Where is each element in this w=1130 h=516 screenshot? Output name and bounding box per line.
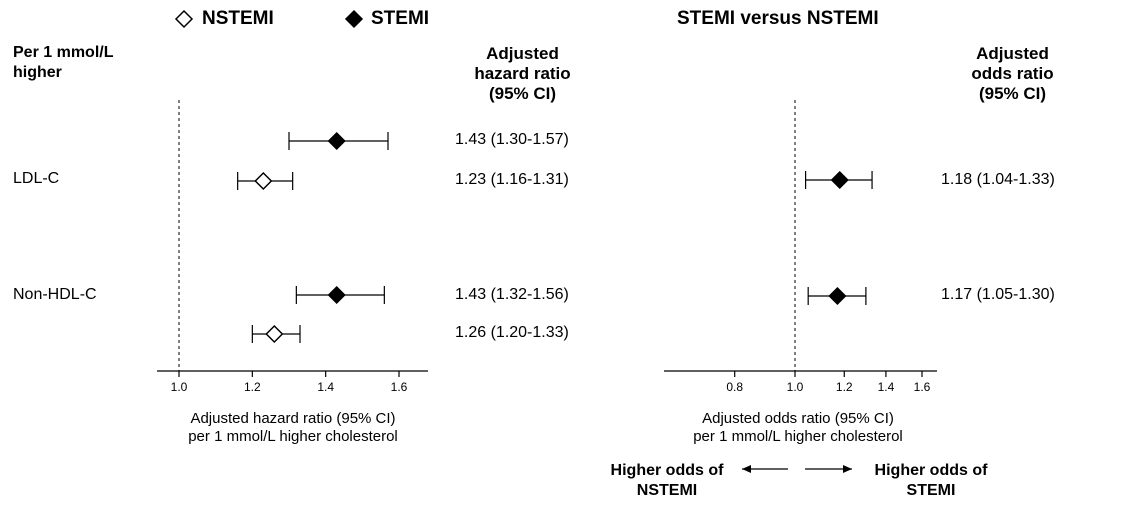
- left-point-marker: [265, 324, 284, 344]
- right-xtick-label: 1.4: [878, 380, 895, 394]
- legend-nstemi-label: NSTEMI: [202, 8, 274, 29]
- arrow-left-head: [742, 465, 751, 473]
- row-header: Per 1 mmol/L higher: [13, 44, 114, 81]
- right-col-header: Adjusted odds ratio (95% CI): [971, 44, 1054, 103]
- value-label-ldl-stemi: 1.43 (1.30-1.57): [455, 131, 569, 148]
- legend-stemi-marker: [344, 9, 364, 29]
- right-xtick-label: 1.2: [836, 380, 853, 394]
- right-xtick-label: 0.8: [726, 380, 743, 394]
- left-col-header: Adjusted hazard ratio (95% CI): [474, 44, 571, 103]
- right-point-marker: [830, 170, 849, 190]
- left-xtick-label: 1.6: [391, 380, 408, 394]
- direction-label-stemi: Higher odds of STEMI: [874, 462, 988, 499]
- right-xtick-label: 1.6: [914, 380, 931, 394]
- left-point-marker: [254, 171, 273, 191]
- value-label-nonhdl-nstemi: 1.26 (1.20-1.33): [455, 324, 569, 341]
- left-point-marker: [327, 131, 346, 151]
- direction-label-nstemi: Higher odds of NSTEMI: [610, 462, 724, 499]
- right-xaxis-title-line1: Adjusted odds ratio (95% CI): [702, 410, 894, 427]
- right-xaxis-title: Adjusted odds ratio (95% CI) per 1 mmol/…: [648, 410, 948, 446]
- right-xaxis-title-line2: per 1 mmol/L higher cholesterol: [693, 428, 903, 445]
- legend-stemi-label: STEMI: [371, 8, 430, 29]
- left-xaxis-title: Adjusted hazard ratio (95% CI) per 1 mmo…: [143, 410, 443, 446]
- left-xtick-label: 1.4: [317, 380, 334, 394]
- row-label-nonhdl: Non-HDL-C: [13, 286, 97, 303]
- left-xtick-label: 1.0: [171, 380, 188, 394]
- right-panel-title: STEMI versus NSTEMI: [677, 8, 879, 29]
- value-label-ldl-nstemi: 1.23 (1.16-1.31): [455, 171, 569, 188]
- arrow-right-head: [843, 465, 852, 473]
- value-label-nonhdl-or: 1.17 (1.05-1.30): [941, 286, 1055, 303]
- legend-nstemi-marker: [174, 9, 194, 29]
- value-label-nonhdl-stemi: 1.43 (1.32-1.56): [455, 286, 569, 303]
- value-label-ldl-or: 1.18 (1.04-1.33): [941, 171, 1055, 188]
- row-label-ldl: LDL-C: [13, 170, 60, 187]
- left-xtick-label: 1.2: [244, 380, 261, 394]
- right-point-marker: [828, 286, 847, 306]
- left-point-marker: [327, 285, 346, 305]
- left-xaxis-title-line1: Adjusted hazard ratio (95% CI): [190, 410, 396, 427]
- right-xtick-label: 1.0: [787, 380, 804, 394]
- left-xaxis-title-line2: per 1 mmol/L higher cholesterol: [188, 428, 398, 445]
